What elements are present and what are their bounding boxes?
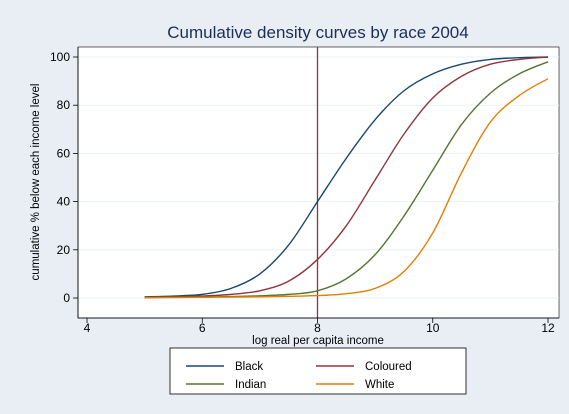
x-axis-label: log real per capita income <box>252 335 384 347</box>
plot-area <box>77 46 560 319</box>
chart-title: Cumulative density curves by race 2004 <box>167 23 468 42</box>
series-line-black <box>144 56 549 298</box>
x-tick-label: 4 <box>84 321 91 335</box>
legend-box <box>169 347 467 395</box>
x-tick-label: 6 <box>199 321 206 335</box>
legend-label-white: White <box>365 379 394 391</box>
legend-label-black: Black <box>235 361 263 373</box>
series-line-coloured <box>144 56 549 298</box>
legend-label-coloured: Coloured <box>365 361 412 373</box>
y-tick-label: 60 <box>57 146 71 160</box>
y-tick-label: 100 <box>50 50 70 64</box>
y-tick-label: 80 <box>57 98 71 112</box>
legend-label-indian: Indian <box>235 379 266 391</box>
series-line-white <box>144 78 549 299</box>
x-tick-label: 10 <box>426 321 440 335</box>
y-axis-label: cumulative % below each income level <box>30 84 42 281</box>
legend: Black Coloured Indian White <box>186 361 412 391</box>
series-lines <box>144 56 549 299</box>
y-tick-label: 0 <box>63 291 70 305</box>
gridlines <box>78 56 559 299</box>
y-tick-label: 20 <box>57 243 71 257</box>
x-tick-label: 12 <box>541 321 555 335</box>
x-tick-label: 8 <box>314 321 321 335</box>
axis-ticks: 0 20 40 60 80 100 4 6 8 10 12 <box>50 50 555 335</box>
y-tick-label: 40 <box>57 195 71 209</box>
